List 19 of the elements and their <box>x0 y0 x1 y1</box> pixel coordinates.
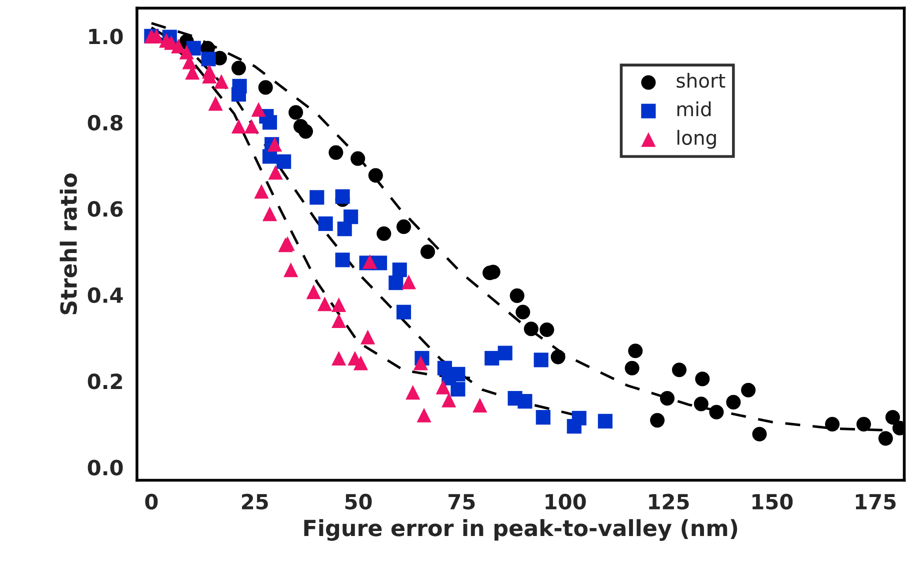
y-tick-label: 0.6 <box>88 201 123 217</box>
y-tick-label: 1.0 <box>89 28 123 44</box>
x-tick-label: 125 <box>649 494 689 510</box>
y-tick-label: 0.8 <box>88 114 122 131</box>
x-tick-label: 0 <box>145 494 158 510</box>
x-tick-label: 175 <box>856 494 896 510</box>
y-tick-label: 0.4 <box>88 287 123 304</box>
x-axis-title: Figure error in peak-to-valley (nm) <box>304 519 738 541</box>
legend-label: short <box>676 72 726 88</box>
x-tick-label: 150 <box>752 494 793 510</box>
x-tick-label: 75 <box>448 494 475 510</box>
x-tick-label: 25 <box>242 494 268 510</box>
y-axis-title: Strehl ratio <box>60 173 77 314</box>
y-tick-label: 0.2 <box>88 374 122 390</box>
legend-label: long <box>678 130 716 149</box>
x-tick-label: 50 <box>345 494 372 510</box>
y-tick-label: 0.0 <box>88 460 123 476</box>
legend-label: mid <box>677 101 711 116</box>
x-tick-label: 100 <box>546 494 586 510</box>
